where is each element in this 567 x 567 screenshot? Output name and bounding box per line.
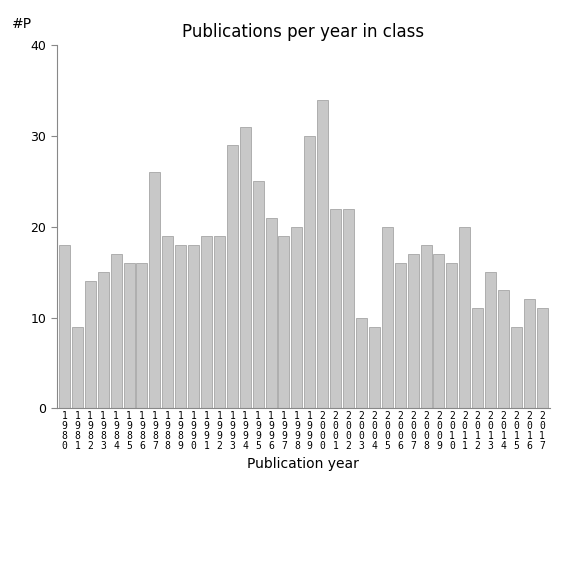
- Bar: [201, 236, 212, 408]
- Bar: [98, 272, 109, 408]
- Bar: [214, 236, 225, 408]
- Bar: [227, 145, 238, 408]
- Bar: [511, 327, 522, 408]
- Bar: [59, 245, 70, 408]
- Bar: [278, 236, 290, 408]
- Bar: [498, 290, 509, 408]
- Bar: [472, 308, 483, 408]
- Bar: [188, 245, 199, 408]
- Bar: [446, 263, 458, 408]
- Bar: [265, 218, 277, 408]
- Bar: [253, 181, 264, 408]
- Bar: [124, 263, 134, 408]
- Bar: [291, 227, 302, 408]
- Bar: [537, 308, 548, 408]
- Bar: [369, 327, 380, 408]
- Bar: [433, 254, 445, 408]
- Bar: [459, 227, 470, 408]
- Bar: [330, 209, 341, 408]
- Bar: [408, 254, 418, 408]
- Bar: [162, 236, 174, 408]
- Bar: [72, 327, 83, 408]
- Bar: [111, 254, 121, 408]
- Bar: [240, 127, 251, 408]
- Text: #P: #P: [12, 17, 32, 31]
- X-axis label: Publication year: Publication year: [247, 456, 359, 471]
- Bar: [149, 172, 160, 408]
- Bar: [317, 100, 328, 408]
- Bar: [304, 136, 315, 408]
- Bar: [85, 281, 96, 408]
- Bar: [343, 209, 354, 408]
- Title: Publications per year in class: Publications per year in class: [182, 23, 425, 41]
- Bar: [175, 245, 186, 408]
- Bar: [524, 299, 535, 408]
- Bar: [485, 272, 496, 408]
- Bar: [421, 245, 431, 408]
- Bar: [356, 318, 367, 408]
- Bar: [382, 227, 393, 408]
- Bar: [137, 263, 147, 408]
- Bar: [395, 263, 405, 408]
